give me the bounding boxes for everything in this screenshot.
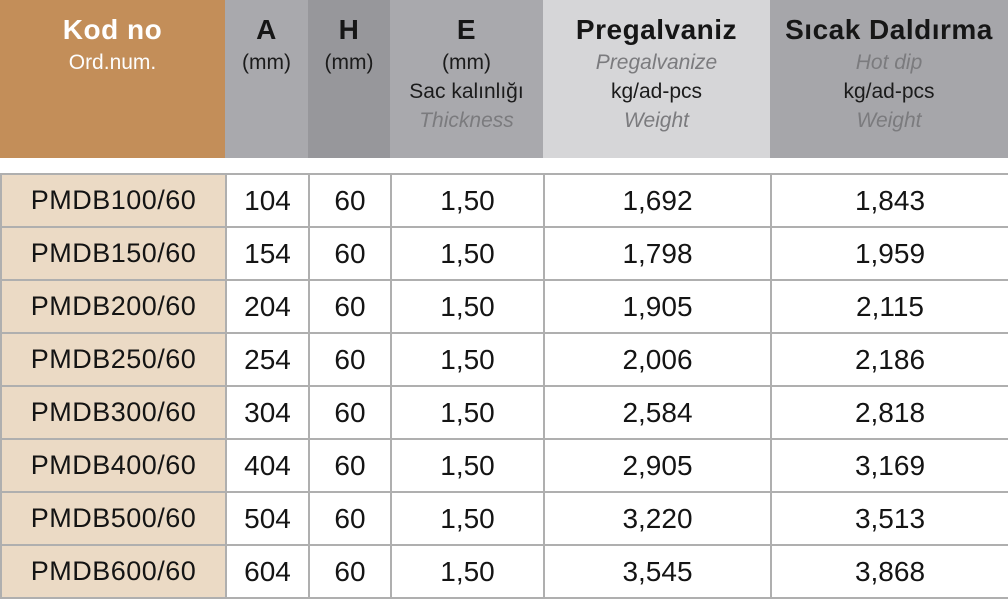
row-value-cell: 304 — [225, 385, 310, 440]
column-header-a: A (mm) — [225, 0, 308, 158]
row-value-cell: 1,50 — [390, 491, 545, 546]
column-label-english: Thickness — [419, 109, 514, 132]
column-title: Pregalvaniz — [575, 14, 738, 45]
table-body: PMDB100/60 104 60 1,50 1,692 1,843 PMDB150/60 1… — [0, 173, 1008, 599]
row-value-cell: 604 — [225, 544, 310, 599]
row-value-cell: 2,186 — [770, 332, 1008, 387]
row-value-cell: 1,843 — [770, 173, 1008, 228]
row-code-cell: PMDB150/60 — [0, 226, 227, 281]
column-unit: kg/ad-pcs — [843, 80, 935, 103]
row-value-cell: 154 — [225, 226, 310, 281]
row-value-cell: 404 — [225, 438, 310, 493]
row-value-cell: 504 — [225, 491, 310, 546]
column-unit: kg/ad-pcs — [610, 80, 703, 103]
row-value-cell: 1,905 — [543, 279, 772, 334]
row-value-cell: 1,50 — [390, 173, 545, 228]
row-value-cell: 1,50 — [390, 332, 545, 387]
column-label-english: Weight — [856, 109, 922, 132]
table-row: PMDB250/60 254 60 1,50 2,006 2,186 — [0, 332, 1008, 387]
row-code-cell: PMDB250/60 — [0, 332, 227, 387]
column-header-h: H (mm) — [308, 0, 390, 158]
column-title: E — [456, 14, 477, 45]
row-value-cell: 2,818 — [770, 385, 1008, 440]
table-row: PMDB300/60 304 60 1,50 2,584 2,818 — [0, 385, 1008, 440]
row-value-cell: 60 — [308, 226, 392, 281]
row-value-cell: 2,115 — [770, 279, 1008, 334]
row-code-cell: PMDB300/60 — [0, 385, 227, 440]
row-code-cell: PMDB200/60 — [0, 279, 227, 334]
row-value-cell: 1,50 — [390, 438, 545, 493]
row-code-cell: PMDB100/60 — [0, 173, 227, 228]
row-value-cell: 2,584 — [543, 385, 772, 440]
row-value-cell: 3,513 — [770, 491, 1008, 546]
column-unit: (mm) — [242, 51, 291, 74]
column-title: A — [256, 14, 277, 45]
table-header: Kod no Ord.num. A (mm) H (mm) E (mm) Sac… — [0, 0, 1008, 158]
column-unit: (mm) — [324, 51, 374, 74]
row-value-cell: 60 — [308, 491, 392, 546]
row-value-cell: 2,006 — [543, 332, 772, 387]
row-value-cell: 3,169 — [770, 438, 1008, 493]
row-value-cell: 1,692 — [543, 173, 772, 228]
row-value-cell: 60 — [308, 385, 392, 440]
table-row: PMDB200/60 204 60 1,50 1,905 2,115 — [0, 279, 1008, 334]
row-value-cell: 3,220 — [543, 491, 772, 546]
row-value-cell: 60 — [308, 544, 392, 599]
row-value-cell: 104 — [225, 173, 310, 228]
row-value-cell: 254 — [225, 332, 310, 387]
column-header-e: E (mm) Sac kalınlığı Thickness — [390, 0, 543, 158]
row-value-cell: 1,50 — [390, 226, 545, 281]
table-row: PMDB100/60 104 60 1,50 1,692 1,843 — [0, 173, 1008, 228]
row-code-cell: PMDB400/60 — [0, 438, 227, 493]
column-label-english: Weight — [624, 109, 689, 132]
column-title-english: Hot dip — [855, 51, 923, 74]
row-value-cell: 3,868 — [770, 544, 1008, 599]
column-title: Kod no — [62, 14, 163, 45]
row-value-cell: 60 — [308, 279, 392, 334]
table-row: PMDB600/60 604 60 1,50 3,545 3,868 — [0, 544, 1008, 599]
column-title: Sıcak Daldırma — [785, 14, 993, 45]
column-subtitle: Ord.num. — [68, 51, 157, 74]
table-row: PMDB150/60 154 60 1,50 1,798 1,959 — [0, 226, 1008, 281]
table-row: PMDB400/60 404 60 1,50 2,905 3,169 — [0, 438, 1008, 493]
row-value-cell: 60 — [308, 438, 392, 493]
column-title: H — [338, 14, 360, 45]
table-row: PMDB500/60 504 60 1,50 3,220 3,513 — [0, 491, 1008, 546]
column-label-turkish: Sac kalınlığı — [409, 80, 524, 103]
column-header-kod-no: Kod no Ord.num. — [0, 0, 225, 158]
data-grid: PMDB100/60 104 60 1,50 1,692 1,843 PMDB150/60 1… — [0, 173, 1008, 599]
row-value-cell: 60 — [308, 332, 392, 387]
row-value-cell: 204 — [225, 279, 310, 334]
row-value-cell: 60 — [308, 173, 392, 228]
row-value-cell: 1,50 — [390, 279, 545, 334]
row-value-cell: 2,905 — [543, 438, 772, 493]
column-header-sicak-daldirma: Sıcak Daldırma Hot dip kg/ad-pcs Weight — [770, 0, 1008, 158]
row-code-cell: PMDB500/60 — [0, 491, 227, 546]
row-code-cell: PMDB600/60 — [0, 544, 227, 599]
row-value-cell: 1,50 — [390, 385, 545, 440]
row-value-cell: 1,50 — [390, 544, 545, 599]
row-value-cell: 1,798 — [543, 226, 772, 281]
row-value-cell: 3,545 — [543, 544, 772, 599]
column-header-pregalvaniz: Pregalvaniz Pregalvanize kg/ad-pcs Weigh… — [543, 0, 770, 158]
column-title-english: Pregalvanize — [595, 51, 718, 74]
row-value-cell: 1,959 — [770, 226, 1008, 281]
header-grid-gap — [0, 158, 1008, 173]
column-unit: (mm) — [442, 51, 491, 74]
